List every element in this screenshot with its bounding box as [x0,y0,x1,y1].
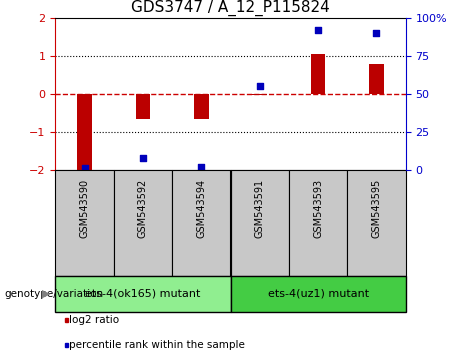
Text: GSM543594: GSM543594 [196,178,207,238]
Title: GDS3747 / A_12_P115824: GDS3747 / A_12_P115824 [131,0,330,16]
Bar [136,94,150,119]
Bar [172,170,230,276]
Bar [311,54,325,94]
Bar [55,276,230,312]
Text: ▶: ▶ [42,289,51,299]
Bar [194,94,208,119]
Point [314,27,322,33]
Text: ets-4(uz1) mutant: ets-4(uz1) mutant [267,289,369,299]
Text: GSM543592: GSM543592 [138,178,148,238]
Text: GSM543590: GSM543590 [79,178,89,238]
Text: GSM543593: GSM543593 [313,178,323,238]
Text: log2 ratio: log2 ratio [69,315,119,325]
Bar [55,170,114,276]
Bar [230,170,289,276]
Bar [253,94,267,95]
Bar [289,170,347,276]
Point [373,30,380,36]
Bar [114,170,172,276]
Point [139,155,147,161]
Point [198,164,205,170]
Text: GSM543591: GSM543591 [254,178,265,238]
Bar [347,170,406,276]
Text: GSM543595: GSM543595 [372,178,382,238]
Bar [369,64,384,94]
Point [256,84,263,89]
Text: genotype/variation: genotype/variation [5,289,104,299]
Bar [77,94,92,170]
Text: percentile rank within the sample: percentile rank within the sample [69,340,245,350]
Point [81,166,88,171]
Bar [230,276,406,312]
Text: ets-4(ok165) mutant: ets-4(ok165) mutant [85,289,201,299]
